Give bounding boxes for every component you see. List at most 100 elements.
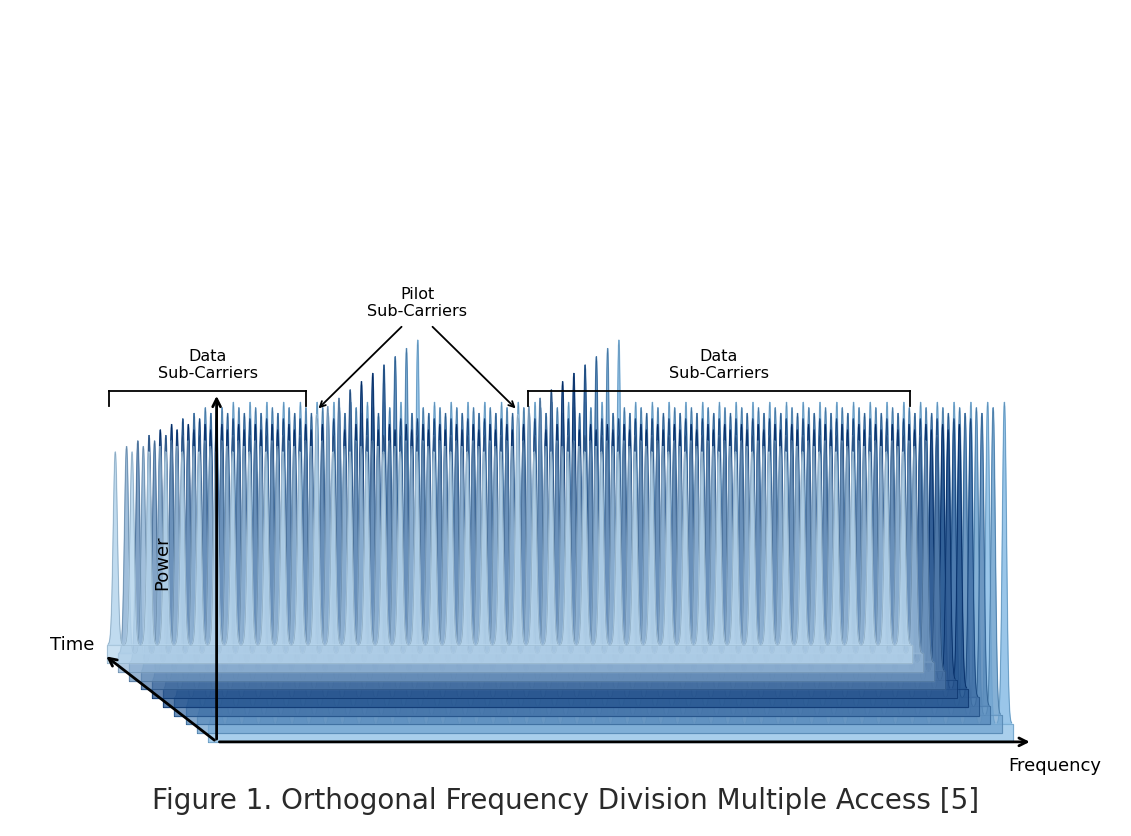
Polygon shape [701, 424, 715, 689]
Polygon shape [528, 419, 542, 697]
Polygon shape [561, 436, 576, 671]
Polygon shape [869, 441, 882, 662]
Polygon shape [500, 441, 513, 662]
Polygon shape [349, 408, 363, 715]
Polygon shape [360, 436, 374, 671]
Polygon shape [327, 402, 342, 724]
Polygon shape [494, 451, 508, 645]
Polygon shape [611, 451, 625, 645]
Polygon shape [998, 402, 1011, 724]
Polygon shape [310, 436, 323, 671]
Polygon shape [107, 645, 912, 663]
Polygon shape [857, 446, 871, 654]
Polygon shape [707, 413, 720, 706]
Polygon shape [913, 419, 927, 697]
Polygon shape [606, 413, 620, 706]
Polygon shape [259, 419, 274, 697]
Polygon shape [656, 446, 670, 654]
Polygon shape [282, 424, 296, 689]
Polygon shape [890, 446, 905, 654]
Polygon shape [215, 424, 228, 689]
Polygon shape [969, 408, 984, 715]
Polygon shape [466, 408, 481, 715]
Polygon shape [377, 436, 391, 671]
Polygon shape [846, 402, 861, 724]
Polygon shape [439, 413, 452, 706]
Polygon shape [835, 424, 849, 689]
Polygon shape [830, 402, 844, 724]
Polygon shape [622, 430, 637, 680]
Polygon shape [734, 424, 749, 689]
Polygon shape [628, 451, 642, 645]
Polygon shape [344, 419, 357, 697]
Polygon shape [745, 436, 760, 671]
Polygon shape [489, 430, 502, 680]
Polygon shape [163, 689, 968, 706]
Polygon shape [584, 424, 598, 689]
Polygon shape [489, 446, 502, 654]
Polygon shape [500, 408, 515, 715]
Text: Figure 1. Orthogonal Frequency Division Multiple Access [5]: Figure 1. Orthogonal Frequency Division … [152, 787, 979, 815]
Polygon shape [601, 441, 614, 662]
Polygon shape [645, 419, 659, 697]
Text: Time: Time [51, 635, 95, 654]
Polygon shape [231, 441, 245, 662]
Polygon shape [869, 408, 883, 715]
Polygon shape [886, 408, 900, 715]
Polygon shape [215, 441, 228, 662]
Polygon shape [483, 424, 498, 689]
Polygon shape [679, 436, 692, 671]
Polygon shape [618, 408, 631, 715]
Polygon shape [941, 413, 956, 706]
Polygon shape [578, 402, 593, 724]
Polygon shape [538, 430, 553, 680]
Polygon shape [931, 402, 944, 724]
Polygon shape [510, 415, 525, 645]
Polygon shape [388, 446, 402, 654]
Polygon shape [874, 446, 888, 654]
Polygon shape [981, 402, 995, 724]
Polygon shape [494, 436, 508, 671]
Polygon shape [823, 446, 838, 654]
Polygon shape [880, 402, 895, 724]
Polygon shape [187, 430, 201, 680]
Polygon shape [718, 408, 732, 715]
Polygon shape [326, 451, 340, 645]
Polygon shape [812, 436, 827, 671]
Polygon shape [304, 413, 319, 706]
Polygon shape [147, 441, 162, 662]
Polygon shape [852, 441, 865, 662]
Polygon shape [523, 430, 536, 680]
Polygon shape [399, 349, 414, 715]
Text: Data
Sub-Carriers: Data Sub-Carriers [668, 349, 769, 381]
Polygon shape [779, 419, 794, 697]
Polygon shape [316, 441, 329, 662]
Polygon shape [561, 451, 575, 645]
Polygon shape [707, 430, 720, 680]
Polygon shape [785, 441, 798, 662]
Polygon shape [601, 424, 614, 689]
Polygon shape [886, 424, 899, 689]
Polygon shape [634, 408, 648, 715]
Polygon shape [225, 451, 240, 645]
Polygon shape [779, 402, 794, 724]
Polygon shape [489, 413, 503, 706]
Polygon shape [713, 402, 726, 724]
Polygon shape [265, 441, 279, 662]
Polygon shape [897, 419, 910, 697]
Polygon shape [679, 419, 693, 697]
Polygon shape [293, 402, 308, 724]
Polygon shape [740, 430, 754, 680]
Polygon shape [745, 451, 759, 645]
Polygon shape [578, 364, 593, 697]
Polygon shape [382, 441, 396, 662]
Polygon shape [348, 441, 363, 662]
Polygon shape [426, 436, 441, 671]
Polygon shape [812, 451, 827, 645]
Polygon shape [382, 408, 397, 715]
Polygon shape [242, 451, 257, 645]
Polygon shape [443, 419, 458, 697]
Polygon shape [544, 390, 559, 671]
Polygon shape [724, 413, 737, 706]
Polygon shape [673, 430, 688, 680]
